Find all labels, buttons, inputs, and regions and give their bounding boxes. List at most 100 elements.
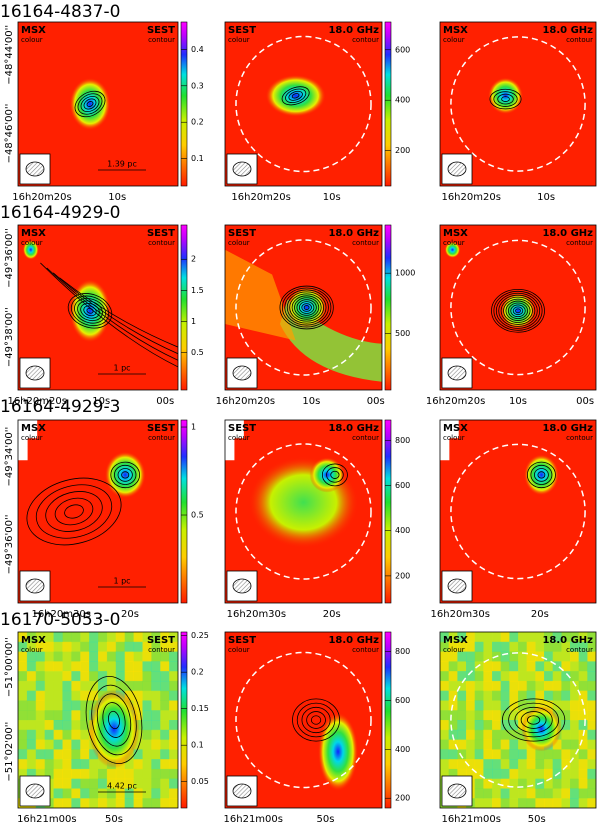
colorbar bbox=[384, 21, 392, 187]
pixel bbox=[474, 661, 484, 672]
pixel bbox=[457, 641, 467, 653]
pixel bbox=[26, 720, 37, 731]
beam bbox=[232, 161, 252, 177]
source bbox=[22, 239, 39, 260]
pixel bbox=[53, 632, 63, 643]
pixel bbox=[115, 671, 126, 682]
pixel bbox=[448, 680, 458, 692]
pixel bbox=[26, 641, 37, 653]
panel-label: MSX bbox=[443, 635, 468, 646]
pixel bbox=[570, 641, 580, 653]
pixel bbox=[53, 700, 63, 711]
pixel bbox=[509, 798, 519, 808]
pixel bbox=[53, 641, 63, 653]
pixel bbox=[133, 749, 143, 760]
pixel bbox=[544, 690, 554, 701]
pixel bbox=[448, 720, 458, 731]
pixel bbox=[71, 641, 81, 653]
pixel bbox=[98, 778, 108, 789]
pixel bbox=[561, 641, 571, 653]
panel-sublabel: colour bbox=[443, 239, 465, 247]
pixel bbox=[561, 788, 571, 799]
pixel bbox=[466, 768, 476, 780]
pixel bbox=[98, 759, 108, 770]
pixel bbox=[587, 671, 596, 682]
colorbar-tick-label: 600 bbox=[395, 45, 410, 54]
pixel bbox=[492, 778, 502, 789]
contour bbox=[284, 289, 329, 326]
pixel bbox=[474, 632, 484, 643]
pixel bbox=[526, 632, 536, 643]
pixel bbox=[509, 749, 519, 760]
colorbar-tick-label: 200 bbox=[395, 571, 410, 580]
pixel bbox=[142, 641, 152, 653]
pixel bbox=[544, 651, 554, 662]
pixel bbox=[492, 710, 502, 721]
pixel bbox=[80, 651, 90, 662]
panel-label: MSX bbox=[443, 423, 468, 434]
pixel bbox=[518, 768, 528, 780]
pixel bbox=[133, 759, 143, 770]
pixel bbox=[483, 690, 493, 701]
colorbar-tick-label: 1.5 bbox=[191, 286, 204, 295]
panel-label: 18.0 GHz bbox=[328, 25, 379, 36]
pixel bbox=[142, 680, 152, 692]
contour bbox=[505, 300, 531, 321]
contour bbox=[281, 86, 310, 106]
pixel bbox=[53, 729, 63, 741]
pixel bbox=[578, 690, 588, 701]
pixel bbox=[169, 651, 178, 662]
x-tick-label: 00s bbox=[156, 396, 174, 407]
colorbar-tick-label: 800 bbox=[395, 436, 410, 445]
pixel bbox=[151, 749, 161, 760]
pixel bbox=[500, 768, 510, 780]
pixel bbox=[457, 690, 467, 701]
pixel bbox=[526, 778, 536, 789]
pixel bbox=[142, 788, 152, 799]
pixel bbox=[62, 700, 72, 711]
pixel bbox=[62, 798, 72, 808]
pixel bbox=[98, 768, 108, 780]
panel-sublabel: colour bbox=[443, 36, 465, 44]
pixel bbox=[115, 778, 126, 789]
pixel bbox=[561, 768, 571, 780]
blank bbox=[440, 420, 459, 461]
pixel bbox=[448, 710, 458, 721]
panel-label: SEST bbox=[147, 423, 175, 434]
x-tick-label: 16h21m00s bbox=[17, 814, 76, 825]
pixel bbox=[552, 749, 562, 760]
panel-sublabel: colour bbox=[21, 434, 43, 442]
pixel bbox=[474, 759, 484, 770]
pixel bbox=[552, 700, 562, 711]
pixel bbox=[466, 729, 476, 741]
pixel bbox=[44, 671, 55, 682]
panel-sublabel: contour bbox=[352, 646, 379, 654]
pixel bbox=[26, 729, 37, 741]
panel-sublabel: colour bbox=[228, 36, 250, 44]
panel-sublabel: colour bbox=[228, 646, 250, 654]
pixel bbox=[115, 768, 126, 780]
x-tick-label: 16h21m00s bbox=[224, 814, 283, 825]
pixel bbox=[587, 710, 596, 721]
pixel bbox=[169, 798, 178, 808]
colorbar bbox=[384, 631, 392, 809]
source bbox=[69, 279, 111, 343]
pixel bbox=[44, 690, 55, 701]
pixel bbox=[62, 720, 72, 731]
pixel bbox=[106, 798, 117, 808]
pixel bbox=[71, 680, 81, 692]
y-tick-label: −49°36'00'' bbox=[4, 515, 15, 575]
panel-label: MSX bbox=[443, 228, 468, 239]
contour bbox=[64, 504, 84, 519]
colorbar-tick-label: 400 bbox=[395, 96, 410, 105]
pixel bbox=[71, 700, 81, 711]
pixel bbox=[53, 768, 63, 780]
pixel bbox=[35, 690, 46, 701]
pixel bbox=[151, 632, 161, 643]
pixel bbox=[80, 632, 90, 643]
pixel bbox=[483, 700, 493, 711]
colorbar bbox=[180, 224, 188, 391]
pixel bbox=[133, 788, 143, 799]
pixel bbox=[457, 739, 467, 750]
pixel bbox=[62, 759, 72, 770]
